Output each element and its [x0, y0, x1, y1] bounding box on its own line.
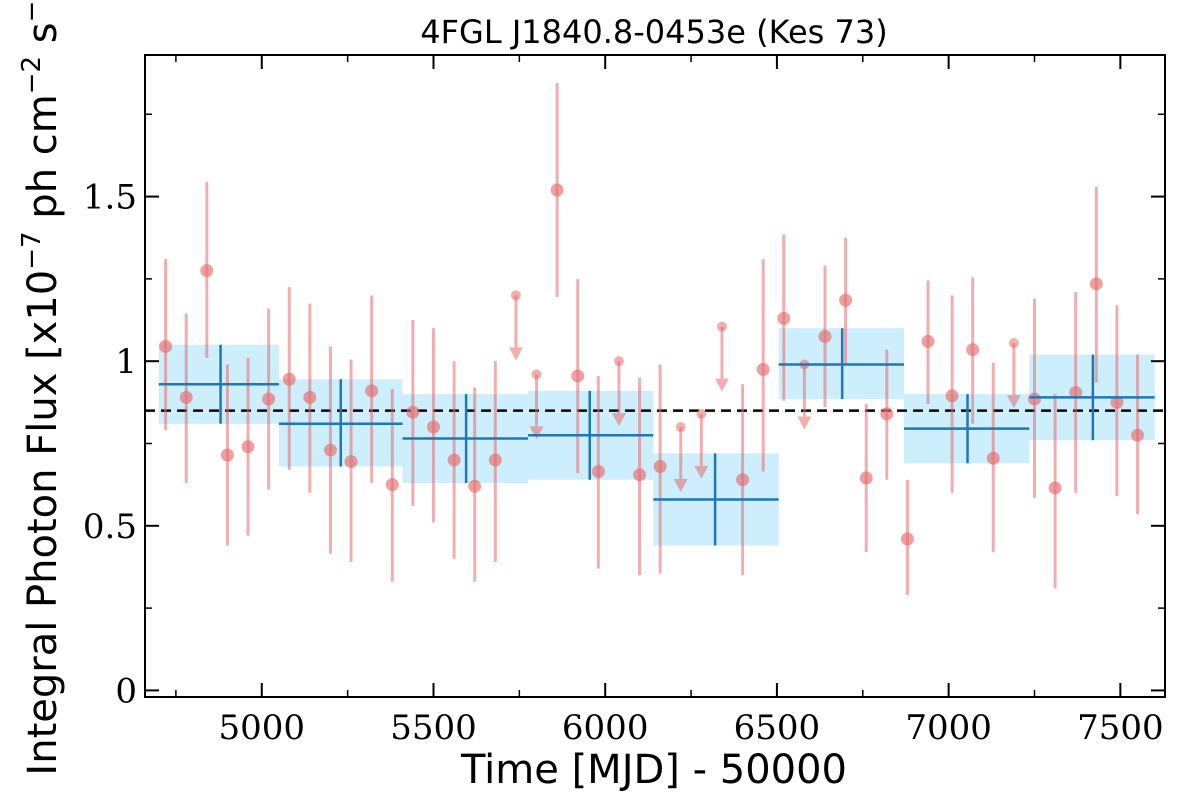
y-axis-title-exp2: −2 — [17, 56, 47, 94]
monthly-point-29 — [900, 532, 914, 546]
y-axis-title: Integral Photon Flux [x10−7 ph cm−2 s−1] — [17, 0, 66, 776]
upper-limit-arrow-1 — [529, 426, 544, 440]
monthly-point-19 — [591, 464, 605, 478]
monthly-point-9 — [344, 455, 358, 469]
monthly-point-27 — [859, 471, 873, 485]
x-axis-title: Time [MJD] - 50000 — [460, 747, 847, 793]
monthly-point-13 — [426, 420, 440, 434]
y-axis-title-exp3: −1 — [17, 0, 47, 22]
x-tick-label-4: 7000 — [905, 708, 992, 748]
monthly-point-30 — [921, 334, 935, 348]
upper-limit-point-2 — [613, 356, 624, 367]
upper-limit-arrow-5 — [714, 378, 729, 392]
monthly-point-14 — [447, 453, 461, 467]
x-tick-label-0: 5000 — [219, 708, 306, 748]
chart-title: 4FGL J1840.8-0453e (Kes 73) — [420, 13, 887, 51]
y-tick-label-1: 0.5 — [83, 507, 137, 547]
monthly-point-1 — [179, 390, 193, 404]
y-tick-label-0: 0 — [115, 671, 137, 711]
monthly-point-34 — [1027, 392, 1041, 406]
monthly-point-26 — [839, 293, 853, 307]
monthly-point-22 — [736, 473, 750, 487]
monthly-point-5 — [262, 392, 276, 406]
y-axis-title-prefix: Integral Photon Flux [x10 — [20, 270, 66, 776]
monthly-point-23 — [756, 362, 770, 376]
monthly-point-39 — [1131, 428, 1145, 442]
monthly-point-18 — [571, 369, 585, 383]
monthly-point-6 — [282, 372, 296, 386]
monthly-point-4 — [241, 440, 255, 454]
monthly-point-15 — [468, 479, 482, 493]
y-axis-title-suffix-a: s — [20, 22, 66, 56]
y-axis-title-exp1: −7 — [17, 231, 47, 269]
monthly-point-10 — [365, 384, 379, 398]
monthly-point-8 — [323, 443, 337, 457]
monthly-point-16 — [488, 453, 502, 467]
x-tick-label-1: 5500 — [390, 708, 477, 748]
monthly-point-0 — [159, 339, 173, 353]
monthly-point-35 — [1048, 481, 1062, 495]
y-tick-label-2: 1 — [115, 342, 137, 382]
upper-limit-point-4 — [696, 408, 707, 419]
upper-limit-point-3 — [675, 422, 686, 433]
upper-limit-arrow-7 — [1006, 395, 1021, 409]
upper-limit-arrow-6 — [797, 416, 812, 430]
monthly-point-7 — [303, 390, 317, 404]
monthly-point-31 — [945, 389, 959, 403]
x-tick-label-5: 7500 — [1077, 708, 1164, 748]
monthly-point-2 — [200, 264, 214, 278]
monthly-point-28 — [880, 407, 894, 421]
upper-limit-arrow-2 — [611, 413, 626, 427]
upper-limit-arrow-4 — [694, 465, 709, 479]
y-tick-label-3: 1.5 — [83, 178, 137, 218]
x-tick-label-2: 6000 — [562, 708, 649, 748]
upper-limit-point-1 — [531, 369, 542, 380]
plot-frame — [144, 54, 1166, 698]
monthly-point-32 — [966, 343, 980, 357]
axes: 5000 5500 6000 6500 7000 7500 0 0.5 1 1.5 — [83, 54, 1166, 748]
monthly-point-24 — [777, 311, 791, 325]
upper-limit-point-7 — [1008, 338, 1019, 349]
monthly-point-37 — [1089, 277, 1103, 291]
monthly-point-38 — [1110, 395, 1124, 409]
y-axis-title-middle: ph cm — [20, 94, 66, 231]
monthly-point-20 — [633, 468, 647, 482]
monthly-point-17 — [550, 183, 564, 197]
monthly-point-36 — [1069, 385, 1083, 399]
plot-area — [145, 82, 1165, 595]
monthly-point-33 — [986, 451, 1000, 465]
upper-limit-arrow-0 — [508, 347, 523, 361]
upper-limit-arrow-3 — [673, 479, 688, 493]
monthly-point-21 — [653, 460, 667, 474]
upper-limit-point-0 — [510, 290, 521, 301]
monthly-point-11 — [385, 478, 399, 492]
x-tick-label-3: 6500 — [734, 708, 821, 748]
monthly-point-3 — [220, 448, 234, 462]
upper-limit-point-5 — [716, 321, 727, 332]
monthly-point-25 — [818, 329, 832, 343]
monthly-point-12 — [406, 405, 420, 419]
